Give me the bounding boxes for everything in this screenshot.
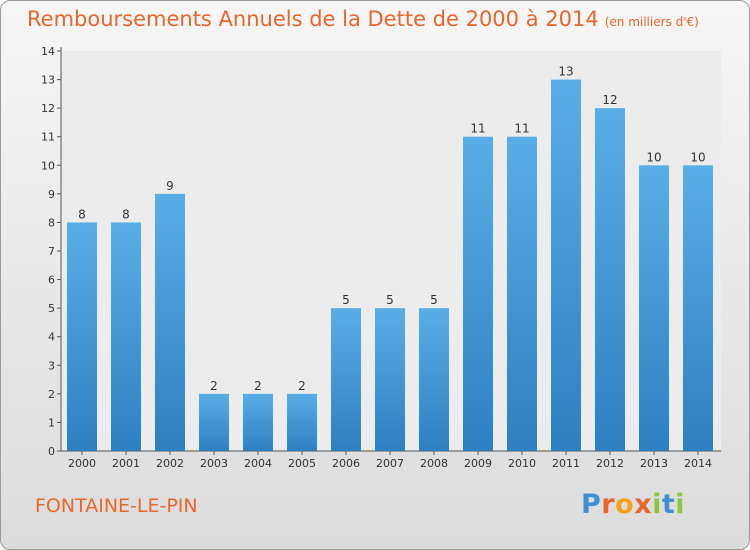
- bar-2005: [287, 393, 317, 451]
- location-label: FONTAINE-LE-PIN: [35, 495, 198, 517]
- x-tick-label-2005: 2005: [288, 457, 316, 470]
- bar-2004: [243, 393, 273, 451]
- x-tick-label-2002: 2002: [156, 457, 184, 470]
- x-tick-label-2013: 2013: [640, 457, 668, 470]
- y-tick-label: 0: [48, 445, 55, 458]
- logo-letter: t: [661, 489, 676, 520]
- y-tick-label: 1: [48, 416, 55, 429]
- data-label-2011: 13: [558, 65, 573, 79]
- y-tick-label: 10: [41, 159, 55, 172]
- logo-letter: x: [634, 489, 653, 520]
- logo-letter: r: [601, 489, 616, 520]
- y-tick-label: 12: [41, 102, 55, 115]
- logo-letter: P: [581, 489, 602, 520]
- data-label-2009: 11: [470, 122, 485, 136]
- bar-2008: [419, 308, 449, 451]
- x-tick-label-2008: 2008: [420, 457, 448, 470]
- y-tick-label: 2: [48, 388, 55, 401]
- bar-2009: [463, 136, 493, 451]
- bar-2007: [375, 308, 405, 451]
- x-tick-label-2004: 2004: [244, 457, 272, 470]
- y-tick-label: 6: [48, 274, 55, 287]
- data-label-2003: 2: [210, 379, 218, 393]
- logo-letter: i: [675, 489, 686, 520]
- chart-subtitle: (en milliers d'€): [604, 15, 699, 29]
- proxiti-logo: Proxiti: [581, 489, 685, 520]
- bar-2003: [199, 393, 229, 451]
- chart-title: Remboursements Annuels de la Dette de 20…: [27, 7, 699, 31]
- data-label-2006: 5: [342, 293, 350, 307]
- x-tick-label-2012: 2012: [596, 457, 624, 470]
- logo-letter: o: [615, 489, 635, 520]
- x-tick-label-2010: 2010: [508, 457, 536, 470]
- data-label-2005: 2: [298, 379, 306, 393]
- bar-2012: [595, 108, 625, 452]
- data-label-2013: 10: [646, 150, 661, 164]
- data-label-2012: 12: [602, 93, 617, 107]
- data-label-2014: 10: [690, 150, 705, 164]
- y-tick-label: 14: [41, 45, 55, 58]
- y-tick-label: 4: [48, 331, 55, 344]
- x-tick-label-2009: 2009: [464, 457, 492, 470]
- logo-letter: i: [652, 489, 662, 520]
- bar-2010: [507, 136, 537, 451]
- data-label-2001: 8: [122, 207, 130, 221]
- y-tick-label: 7: [48, 245, 55, 258]
- x-tick-label-2003: 2003: [200, 457, 228, 470]
- data-label-2008: 5: [430, 293, 438, 307]
- chart-title-text: Remboursements Annuels de la Dette de 20…: [27, 7, 599, 31]
- data-label-2010: 11: [514, 122, 529, 136]
- bar-2002: [155, 193, 185, 451]
- bar-2014: [683, 165, 713, 452]
- data-label-2007: 5: [386, 293, 394, 307]
- x-tick-label-2011: 2011: [552, 457, 580, 470]
- y-tick-label: 13: [41, 74, 55, 87]
- y-tick-label: 5: [48, 302, 55, 315]
- bar-2000: [67, 222, 97, 451]
- y-tick-label: 3: [48, 359, 55, 372]
- bar-2001: [111, 222, 141, 451]
- data-label-2002: 9: [166, 179, 174, 193]
- x-tick-label-2007: 2007: [376, 457, 404, 470]
- y-tick-label: 8: [48, 216, 55, 229]
- bar-2006: [331, 308, 361, 451]
- data-label-2000: 8: [78, 207, 86, 221]
- bar-2011: [551, 79, 581, 452]
- y-tick-label: 9: [48, 188, 55, 201]
- y-tick-label: 11: [41, 131, 55, 144]
- data-label-2004: 2: [254, 379, 262, 393]
- x-tick-label-2006: 2006: [332, 457, 360, 470]
- x-tick-label-2001: 2001: [112, 457, 140, 470]
- x-tick-label-2000: 2000: [68, 457, 96, 470]
- bar-2013: [639, 165, 669, 452]
- x-tick-label-2014: 2014: [684, 457, 712, 470]
